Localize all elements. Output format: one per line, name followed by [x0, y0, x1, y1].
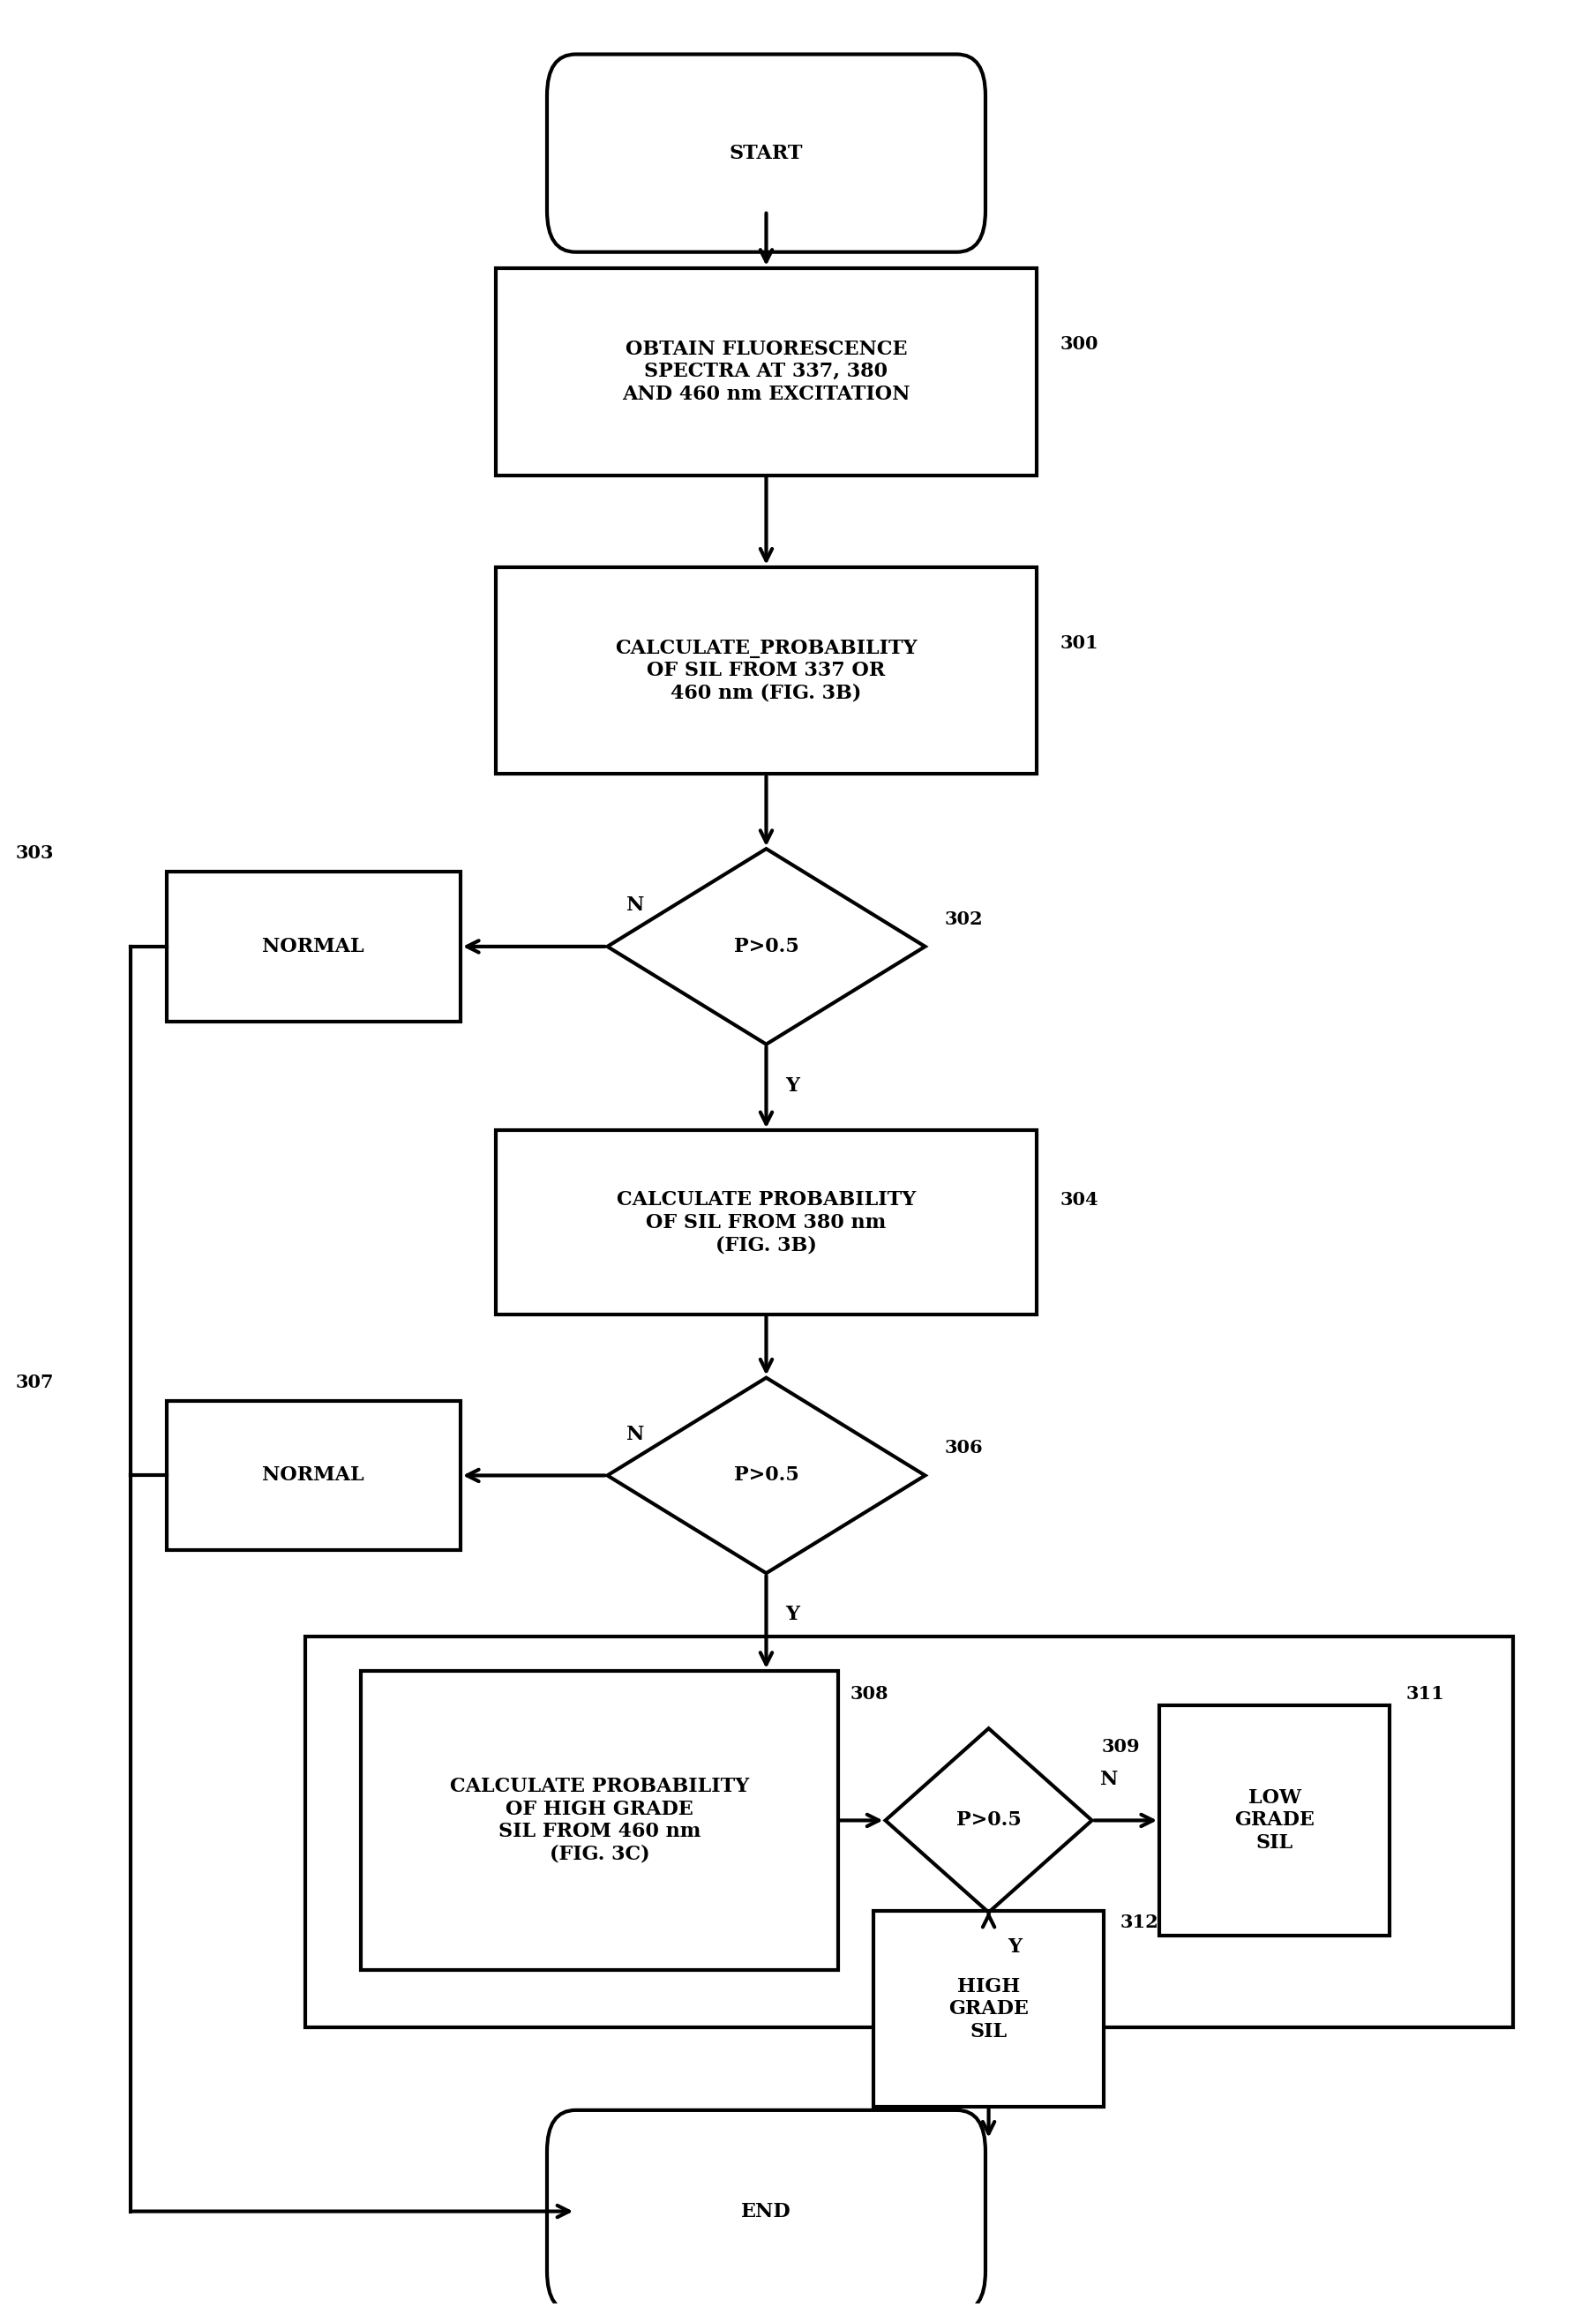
- Text: N: N: [626, 895, 645, 916]
- Text: START: START: [729, 143, 803, 164]
- Text: P>0.5: P>0.5: [956, 1811, 1021, 1829]
- Text: 312: 312: [1120, 1915, 1159, 1931]
- Polygon shape: [886, 1728, 1092, 1913]
- Text: Y: Y: [785, 1606, 800, 1624]
- Bar: [361, 1670, 838, 1970]
- Text: 306: 306: [945, 1440, 983, 1456]
- Text: END: END: [741, 2201, 792, 2222]
- Text: 304: 304: [1060, 1190, 1098, 1209]
- Text: N: N: [626, 1423, 645, 1444]
- Bar: [305, 1636, 1513, 2028]
- Text: HIGH
GRADE
SIL: HIGH GRADE SIL: [948, 1977, 1029, 2042]
- Text: P>0.5: P>0.5: [734, 937, 798, 955]
- Bar: [496, 1130, 1036, 1315]
- Text: 308: 308: [851, 1684, 889, 1703]
- Bar: [1159, 1705, 1390, 1936]
- Bar: [496, 568, 1036, 775]
- Polygon shape: [608, 849, 926, 1045]
- Bar: [166, 1400, 460, 1550]
- Text: 302: 302: [945, 911, 983, 927]
- Text: Y: Y: [785, 1075, 800, 1096]
- Text: 301: 301: [1060, 634, 1098, 653]
- Text: 300: 300: [1060, 335, 1098, 353]
- Bar: [873, 1910, 1104, 2106]
- Text: Y: Y: [1007, 1938, 1021, 1956]
- Text: NORMAL: NORMAL: [262, 1465, 364, 1486]
- Text: 309: 309: [1101, 1737, 1140, 1756]
- Bar: [166, 872, 460, 1022]
- FancyBboxPatch shape: [547, 55, 985, 251]
- Bar: [496, 268, 1036, 475]
- Text: OBTAIN FLUORESCENCE
SPECTRA AT 337, 380
AND 460 nm EXCITATION: OBTAIN FLUORESCENCE SPECTRA AT 337, 380 …: [622, 339, 910, 404]
- Text: P>0.5: P>0.5: [734, 1465, 798, 1486]
- Text: CALCULATE_PROBABILITY
OF SIL FROM 337 OR
460 nm (FIG. 3B): CALCULATE_PROBABILITY OF SIL FROM 337 OR…: [614, 639, 918, 704]
- Text: 303: 303: [16, 844, 54, 863]
- Text: CALCULATE PROBABILITY
OF HIGH GRADE
SIL FROM 460 nm
(FIG. 3C): CALCULATE PROBABILITY OF HIGH GRADE SIL …: [450, 1776, 749, 1864]
- FancyBboxPatch shape: [547, 2111, 985, 2307]
- Text: NORMAL: NORMAL: [262, 937, 364, 955]
- Text: LOW
GRADE
SIL: LOW GRADE SIL: [1235, 1788, 1315, 1853]
- Polygon shape: [608, 1377, 926, 1573]
- Text: 307: 307: [16, 1373, 54, 1391]
- Text: CALCULATE PROBABILITY
OF SIL FROM 380 nm
(FIG. 3B): CALCULATE PROBABILITY OF SIL FROM 380 nm…: [616, 1190, 916, 1255]
- Text: N: N: [1100, 1769, 1117, 1788]
- Text: 311: 311: [1406, 1684, 1444, 1703]
